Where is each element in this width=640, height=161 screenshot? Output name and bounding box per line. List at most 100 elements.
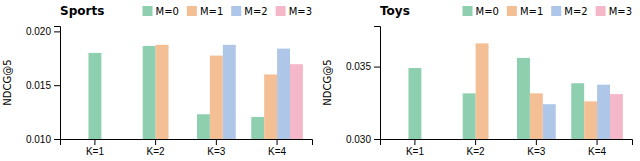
x-tick: K=2 [467,139,486,157]
bar [543,104,556,139]
x-tick-mark [94,139,95,145]
y-tick: 0.015 [26,80,60,91]
legend-label: M=1 [520,6,543,17]
bars [88,45,302,139]
x-tick: K=3 [207,139,226,157]
legend-swatch [231,6,241,16]
bar [251,117,264,139]
x-tick-label: K=3 [527,146,546,157]
y-tick-mark [374,67,380,68]
bar [223,45,236,139]
x-tick-mark [277,139,278,145]
y-tick: 0.030 [346,134,380,145]
legend-item: M=1 [507,6,543,17]
bar [143,46,156,139]
x-tick-mark [216,139,217,145]
x-tick-label: K=1 [86,146,105,157]
y-tick-label: 0.030 [346,134,371,145]
y-axis-title: NDCG@5 [2,59,13,105]
bars [408,43,622,139]
x-tick: K=4 [268,139,287,157]
bar [290,64,303,139]
x-tick-mark [536,139,537,145]
legend-item: M=1 [187,6,223,17]
x-tick-label: K=4 [268,146,287,157]
bar [476,43,489,139]
y-axis: 0.030 0.035 [346,27,381,145]
plot-area: 0.0300.035K=1K=2K=3K=4NDCG@5 [322,27,632,158]
legend-swatch [596,6,606,16]
bar [584,101,597,139]
y-tick-label: 0.035 [346,61,371,72]
plot-area: 0.010 0.015 0.020 K=1 K=2 K=3 K=4 NDCG@5 [2,26,312,157]
y-tick: 0.010 [26,134,60,145]
x-tick-label: K=3 [207,146,226,157]
x-tick: K=1 [406,139,425,157]
y-tick-label: 0.010 [26,134,51,145]
panel: 0.010 0.015 0.020 K=1 K=2 K=3 K=4 NDCG@5 Sports M… [2,4,312,157]
legend-label: M=3 [289,6,312,17]
legend-label: M=0 [156,6,179,17]
legend-label: M=0 [476,6,499,17]
chart-svg: 0.010 0.015 0.020 K=1 K=2 K=3 K=4 NDCG@5 Sports M… [0,0,640,161]
legend-label: M=2 [564,6,587,17]
bar [530,93,543,139]
y-axis: 0.010 0.015 0.020 [26,26,61,145]
x-tick: K=3 [527,139,546,157]
x-axis: K=1 K=2 K=3 K=4 [61,139,313,157]
bar [277,49,290,139]
legend-item: M=2 [231,6,267,17]
legend-item: M=3 [596,6,632,17]
x-tick-mark [597,139,598,145]
x-axis-line [381,140,633,146]
x-tick-mark [155,139,156,145]
x-tick-label: K=2 [147,146,166,157]
bar [210,56,223,139]
legend-label: M=2 [244,6,267,17]
x-tick-mark [475,139,476,145]
panel: 0.0300.035K=1K=2K=3K=4NDCG@5ToysM=0M=1M=… [322,4,632,157]
legend-swatch [551,6,561,16]
title: Sports [60,4,104,18]
y-tick-mark [54,85,60,86]
x-tick: K=4 [588,139,607,157]
y-tick-mark [54,139,60,140]
legend-swatch [507,6,517,16]
legend-swatch [463,6,473,16]
legend-item: M=2 [551,6,587,17]
x-tick-mark [414,139,415,145]
y-axis-line [374,27,381,140]
legend: M=0 M=1 M=2 M=3 [463,6,633,17]
x-axis: K=1 K=2 K=3 K=4 [381,139,633,157]
bar [517,58,530,139]
bar [264,74,277,139]
legend-item: M=0 [143,6,179,17]
legend: M=0 M=1 M=2 M=3 [143,6,313,17]
legend-swatch [187,6,197,16]
x-axis-line [61,140,313,146]
bar [571,83,584,139]
y-tick: 0.035 [346,61,380,72]
bar [88,53,101,139]
x-tick-label: K=2 [467,146,486,157]
bar [156,45,169,139]
y-tick-label: 0.020 [26,26,51,37]
y-tick-mark [54,31,60,32]
y-tick: 0.020 [26,26,60,37]
legend-swatch [276,6,286,16]
legend-label: M=3 [609,6,632,17]
bar [463,93,476,139]
legend-item: M=3 [276,6,312,17]
bar [408,68,421,139]
legend-label: M=1 [200,6,223,17]
legend-swatch [143,6,153,16]
legend-item: M=0 [463,6,499,17]
title: Toys [380,4,410,18]
y-tick-label: 0.015 [26,80,51,91]
y-tick-mark [374,139,380,140]
x-tick: K=2 [147,139,166,157]
x-tick-label: K=4 [588,146,607,157]
bar [197,114,210,139]
bar [610,94,623,139]
bar [597,85,610,139]
